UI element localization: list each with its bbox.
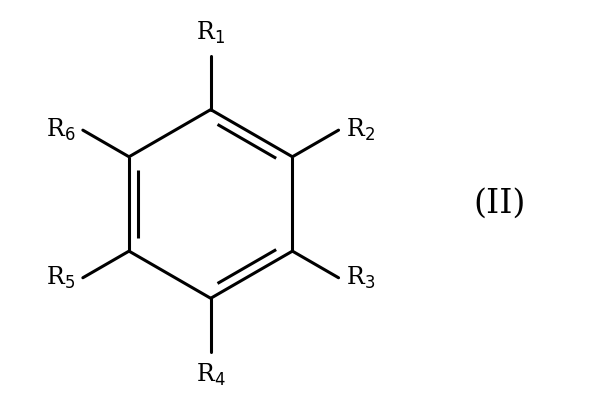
Text: R$_{6}$: R$_{6}$ — [46, 117, 75, 143]
Text: R$_{2}$: R$_{2}$ — [346, 117, 375, 143]
Text: (II): (II) — [473, 188, 525, 220]
Text: R$_{3}$: R$_{3}$ — [346, 265, 376, 291]
Text: R$_{4}$: R$_{4}$ — [196, 362, 225, 388]
Text: R$_{5}$: R$_{5}$ — [46, 265, 75, 291]
Text: R$_{1}$: R$_{1}$ — [196, 20, 225, 47]
